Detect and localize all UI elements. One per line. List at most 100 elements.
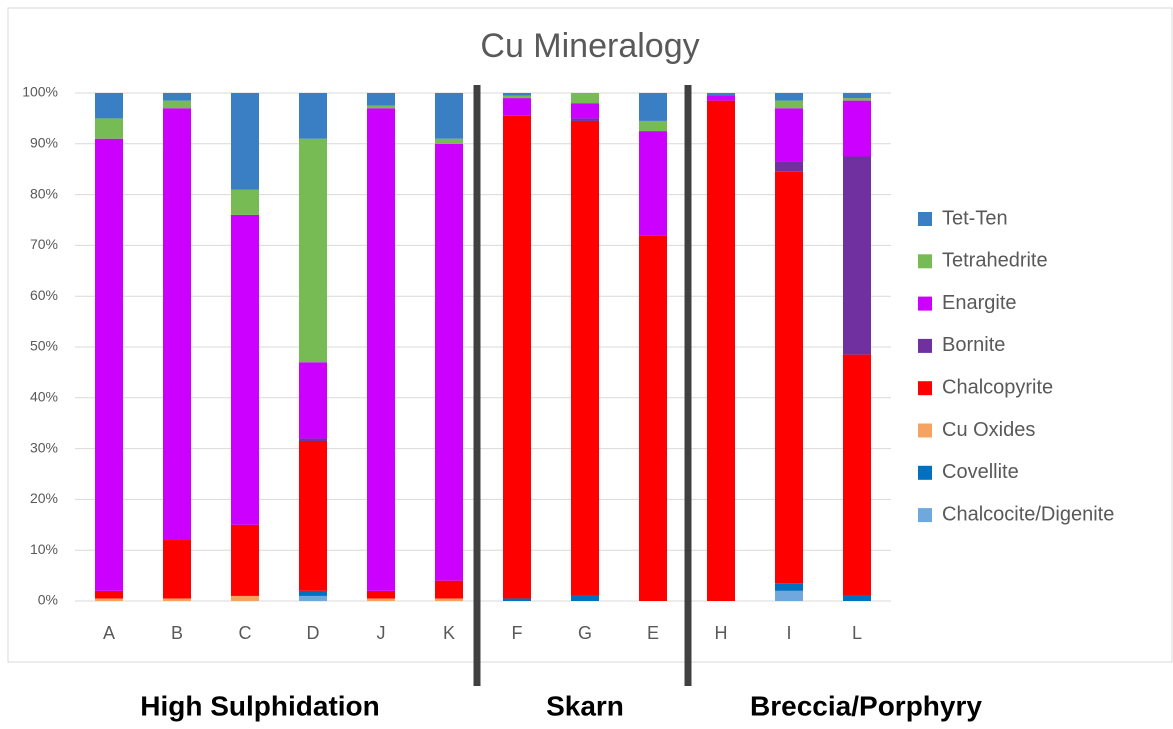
y-tick-label: 10%	[30, 541, 58, 557]
group-label: Skarn	[546, 690, 624, 721]
bar-segment	[367, 108, 395, 591]
legend-swatch	[918, 296, 932, 311]
bar-segment	[775, 108, 803, 162]
x-tick-label: I	[786, 623, 791, 643]
legend-label: Tet-Ten	[942, 207, 1008, 229]
x-tick-label: F	[512, 623, 523, 643]
bar-segment	[163, 100, 191, 109]
bar-segment	[843, 93, 871, 99]
bar-segment	[843, 156, 871, 355]
bar-segment	[95, 118, 123, 139]
bar-segment	[843, 100, 871, 157]
bar-segment	[231, 93, 259, 190]
x-tick-label: D	[307, 623, 320, 643]
legend-swatch	[918, 423, 932, 438]
bar-segment	[231, 189, 259, 215]
bar-segment	[299, 590, 327, 596]
bar-segment	[367, 598, 395, 601]
x-tick-label: K	[443, 623, 455, 643]
x-tick-label: C	[239, 623, 252, 643]
bar-segment	[231, 524, 259, 596]
bar-segment	[843, 98, 871, 101]
bar-segment	[503, 98, 531, 116]
bar-segment	[571, 103, 599, 119]
bar-segment	[707, 93, 735, 96]
bar-segment	[775, 583, 803, 591]
y-tick-label: 60%	[30, 287, 58, 303]
bar-segment	[299, 93, 327, 139]
bar-segment	[775, 100, 803, 109]
bar-segment	[163, 108, 191, 541]
bar-segment	[503, 95, 531, 99]
bar-segment	[639, 131, 667, 236]
bar-segment	[775, 171, 803, 584]
bar-segment	[367, 590, 395, 599]
bar-segment	[163, 598, 191, 601]
bar-segment	[299, 438, 327, 441]
bar-segment	[299, 138, 327, 363]
bar-segment	[435, 93, 463, 139]
x-tick-label: G	[578, 623, 592, 643]
bar-segment	[571, 120, 599, 596]
y-tick-label: 50%	[30, 338, 58, 354]
x-tick-label: L	[852, 623, 862, 643]
bar-segment	[435, 138, 463, 144]
legend-swatch	[918, 508, 932, 523]
y-tick-label: 20%	[30, 490, 58, 506]
bar-segment	[503, 598, 531, 601]
bar-segment	[299, 595, 327, 601]
bar-segment	[435, 580, 463, 599]
chart-title: Cu Mineralogy	[480, 27, 699, 65]
legend-swatch	[918, 338, 932, 353]
bar-segment	[843, 595, 871, 601]
bar-segment	[639, 120, 667, 132]
x-tick-label: E	[647, 623, 659, 643]
bar-segment	[571, 93, 599, 104]
y-tick-label: 90%	[30, 135, 58, 151]
legend-swatch	[918, 212, 932, 226]
group-label: Breccia/Porphyry	[750, 690, 982, 721]
bar-segment	[367, 105, 395, 109]
bar-segment	[571, 595, 599, 601]
legend-swatch	[918, 465, 932, 480]
legend-swatch	[918, 254, 932, 269]
legend-swatch	[918, 381, 932, 396]
bar-segment	[775, 590, 803, 601]
bar-segment	[163, 93, 191, 101]
x-tick-label: A	[103, 623, 115, 643]
bar-segment	[435, 143, 463, 581]
y-tick-label: 0%	[38, 592, 58, 608]
y-tick-label: 70%	[30, 236, 58, 252]
legend-label: Bornite	[942, 334, 1005, 356]
bar-segment	[571, 118, 599, 121]
bar-segment	[163, 540, 191, 599]
bar-segment	[639, 235, 667, 602]
bar-segment	[95, 590, 123, 599]
bar-segment	[299, 440, 327, 591]
bar-segment	[707, 100, 735, 602]
bar-segment	[639, 93, 667, 121]
x-tick-label: H	[715, 623, 728, 643]
y-tick-label: 80%	[30, 185, 58, 201]
legend-label: Chalcopyrite	[942, 376, 1053, 398]
bar-segment	[707, 95, 735, 101]
group-label: High Sulphidation	[140, 690, 380, 721]
bar-segment	[435, 598, 463, 601]
bar-segment	[231, 595, 259, 601]
legend-label: Covellite	[942, 461, 1019, 483]
y-tick-label: 40%	[30, 389, 58, 405]
legend-label: Cu Oxides	[942, 419, 1035, 441]
bar-segment	[367, 93, 395, 106]
bar-segment	[503, 93, 531, 96]
y-tick-label: 100%	[22, 84, 58, 100]
bar-segment	[775, 93, 803, 101]
bar-segment	[299, 362, 327, 439]
legend-label: Tetrahedrite	[942, 250, 1048, 272]
bar-segment	[503, 115, 531, 599]
legend-label: Enargite	[942, 292, 1017, 314]
bar-segment	[775, 161, 803, 172]
bar-segment	[843, 354, 871, 596]
x-tick-label: J	[377, 623, 386, 643]
x-tick-label: B	[171, 623, 183, 643]
